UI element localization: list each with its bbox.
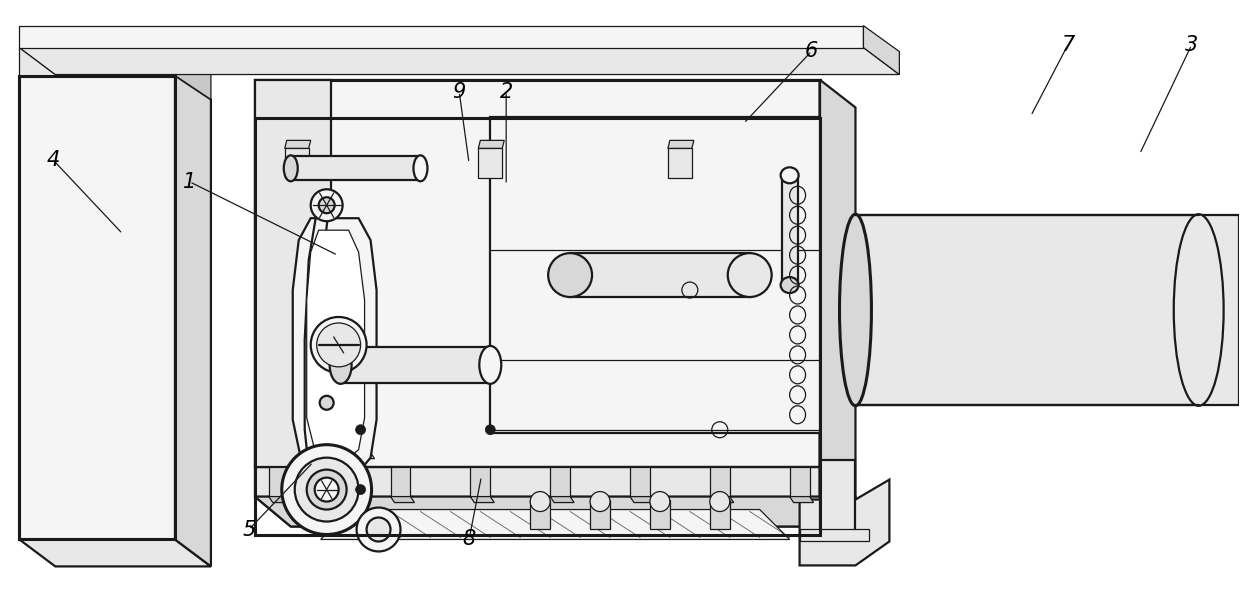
Polygon shape	[551, 496, 574, 502]
Polygon shape	[309, 405, 371, 453]
Polygon shape	[285, 140, 311, 148]
Circle shape	[485, 425, 495, 435]
Polygon shape	[255, 79, 331, 467]
Polygon shape	[590, 499, 610, 530]
Polygon shape	[551, 467, 570, 496]
Circle shape	[315, 478, 339, 502]
Polygon shape	[709, 496, 734, 502]
Ellipse shape	[781, 277, 799, 293]
Polygon shape	[820, 459, 856, 541]
Text: 6: 6	[805, 41, 818, 61]
Text: 2: 2	[500, 82, 513, 101]
Circle shape	[531, 491, 551, 512]
Polygon shape	[790, 467, 810, 496]
Polygon shape	[820, 467, 856, 526]
Polygon shape	[175, 76, 211, 566]
Polygon shape	[856, 215, 1239, 405]
Ellipse shape	[413, 156, 428, 181]
Circle shape	[367, 518, 391, 541]
Text: 4: 4	[47, 150, 60, 170]
Circle shape	[356, 425, 366, 435]
Circle shape	[316, 323, 361, 367]
Circle shape	[295, 458, 358, 522]
Polygon shape	[293, 218, 377, 480]
Polygon shape	[781, 175, 797, 285]
Polygon shape	[709, 467, 730, 496]
Polygon shape	[800, 530, 869, 541]
Circle shape	[312, 389, 341, 417]
Polygon shape	[269, 467, 289, 496]
Polygon shape	[255, 496, 856, 526]
Polygon shape	[479, 140, 505, 148]
Polygon shape	[255, 79, 820, 496]
Polygon shape	[309, 453, 374, 459]
Text: 7: 7	[1061, 35, 1075, 55]
Polygon shape	[668, 148, 692, 178]
Circle shape	[306, 470, 347, 510]
Polygon shape	[570, 253, 750, 297]
Polygon shape	[790, 496, 813, 502]
Polygon shape	[479, 148, 502, 178]
Polygon shape	[290, 156, 420, 180]
Ellipse shape	[330, 346, 352, 384]
Polygon shape	[630, 496, 653, 502]
Polygon shape	[470, 496, 495, 502]
Polygon shape	[470, 467, 490, 496]
Polygon shape	[490, 117, 820, 433]
Ellipse shape	[548, 253, 591, 297]
Polygon shape	[391, 467, 410, 496]
Polygon shape	[269, 496, 293, 502]
Polygon shape	[668, 140, 694, 148]
Polygon shape	[391, 496, 414, 502]
Circle shape	[590, 491, 610, 512]
Polygon shape	[800, 480, 889, 565]
Polygon shape	[20, 47, 175, 76]
Text: 1: 1	[182, 172, 196, 192]
Polygon shape	[341, 347, 490, 383]
Circle shape	[709, 491, 730, 512]
Polygon shape	[255, 467, 820, 496]
Text: 5: 5	[242, 520, 255, 539]
Polygon shape	[20, 47, 899, 74]
Polygon shape	[820, 79, 856, 526]
Circle shape	[650, 491, 670, 512]
Polygon shape	[311, 496, 335, 502]
Polygon shape	[20, 47, 211, 74]
Ellipse shape	[480, 346, 501, 384]
Polygon shape	[20, 539, 211, 566]
Polygon shape	[20, 76, 175, 539]
Ellipse shape	[781, 167, 799, 183]
Polygon shape	[20, 26, 863, 47]
Polygon shape	[531, 499, 551, 530]
Polygon shape	[255, 496, 856, 526]
Circle shape	[311, 317, 367, 373]
Ellipse shape	[728, 253, 771, 297]
Circle shape	[281, 445, 372, 534]
Circle shape	[320, 396, 334, 410]
Polygon shape	[306, 230, 365, 462]
Polygon shape	[321, 510, 790, 539]
Polygon shape	[650, 499, 670, 530]
Polygon shape	[175, 47, 211, 100]
Ellipse shape	[284, 156, 298, 181]
Polygon shape	[630, 467, 650, 496]
Ellipse shape	[1174, 214, 1224, 406]
Polygon shape	[709, 499, 730, 530]
Ellipse shape	[839, 214, 872, 406]
Circle shape	[311, 189, 342, 221]
Polygon shape	[311, 467, 331, 496]
Text: 9: 9	[453, 82, 466, 101]
Circle shape	[356, 485, 366, 494]
Text: 8: 8	[463, 530, 476, 549]
Circle shape	[319, 197, 335, 213]
Circle shape	[357, 507, 401, 552]
Polygon shape	[285, 148, 309, 178]
Polygon shape	[863, 26, 899, 74]
Text: 3: 3	[1185, 35, 1198, 55]
